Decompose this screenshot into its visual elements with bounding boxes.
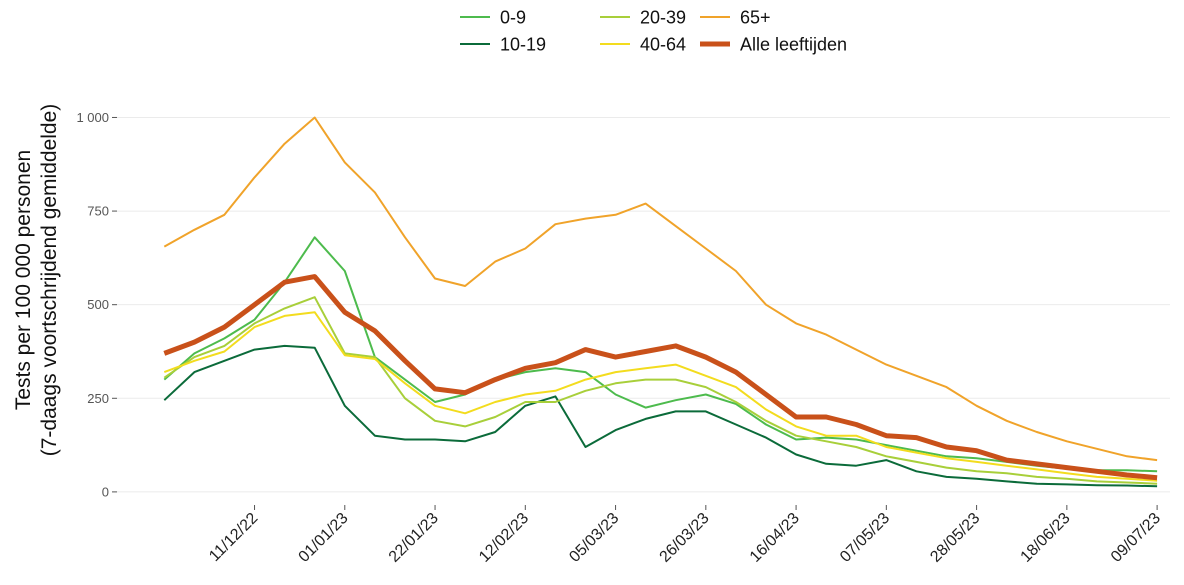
- legend-label: 65+: [740, 8, 771, 28]
- legend-label: Alle leeftijden: [740, 35, 847, 55]
- y-axis-title: Tests per 100 000 personen: [12, 150, 35, 410]
- x-tick-label: 01/01/23: [296, 510, 352, 566]
- x-tick-label: 09/07/23: [1108, 510, 1164, 566]
- x-tick-label: 07/05/23: [837, 510, 893, 566]
- series-line: [163, 296, 1158, 485]
- x-tick-label: 22/01/23: [386, 510, 442, 566]
- x-tick-label: 26/03/23: [657, 510, 713, 566]
- y-tick-label: 750: [87, 204, 109, 219]
- y-tick-label: 0: [102, 484, 109, 499]
- series-line: [163, 311, 1158, 482]
- legend-label: 0-9: [500, 8, 526, 28]
- legend-label: 10-19: [500, 35, 546, 55]
- x-tick-label: 05/03/23: [566, 510, 622, 566]
- y-axis-title: (7-daags voortschrijdend gemiddelde): [38, 104, 61, 457]
- x-tick-label: 28/05/23: [927, 510, 983, 566]
- x-tick-label: 12/02/23: [476, 510, 532, 566]
- series-line: [163, 274, 1158, 481]
- x-tick-label: 16/04/23: [747, 510, 803, 566]
- series-line: [163, 344, 1158, 488]
- x-tick-label: 18/06/23: [1018, 510, 1074, 566]
- series-line: [163, 116, 1158, 462]
- y-tick-label: 250: [87, 391, 109, 406]
- legend-label: 20-39: [640, 8, 686, 28]
- series-line: [163, 236, 1158, 473]
- y-tick-label: 1 000: [76, 110, 109, 125]
- legend-label: 40-64: [640, 35, 686, 55]
- x-tick-label: 11/12/22: [206, 510, 261, 565]
- y-tick-label: 500: [87, 297, 109, 312]
